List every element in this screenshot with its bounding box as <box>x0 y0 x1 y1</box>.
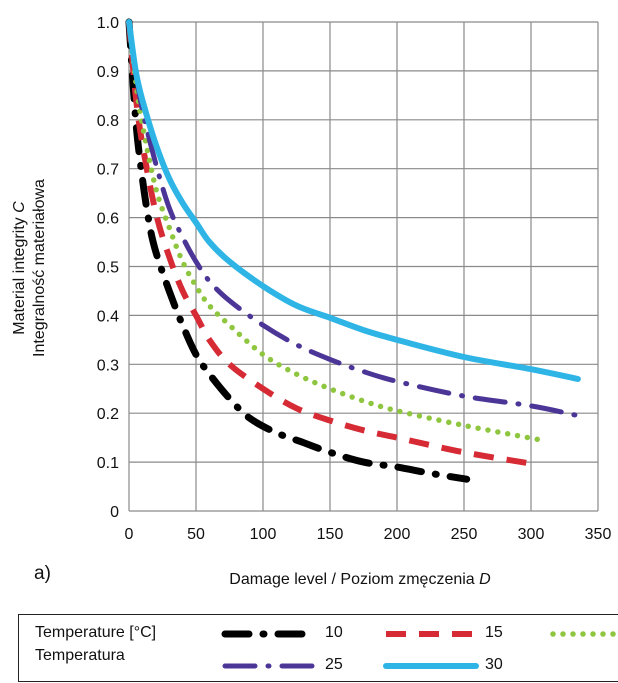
x-tick-label: 100 <box>250 526 277 543</box>
legend-title: Temperature [°C] <box>35 624 157 641</box>
legend-swatches <box>221 630 618 669</box>
x-tick-label: 50 <box>187 526 205 543</box>
series-line-10 <box>125 18 471 483</box>
x-tick-label: 250 <box>451 526 478 543</box>
y-tick-label: 1.0 <box>97 15 119 32</box>
y-tick-label: 0.2 <box>97 406 119 423</box>
series-line-25 <box>126 19 581 419</box>
x-axis-title: Damage level / Poziom zmęczenia D <box>229 571 491 588</box>
y-tick-label: 0.7 <box>97 162 119 179</box>
x-tick-label: 0 <box>125 526 134 543</box>
grid <box>128 21 599 512</box>
x-tick-label: 200 <box>384 526 411 543</box>
y-tick-label: 0.1 <box>97 455 119 472</box>
y-tick-label: 0.5 <box>97 260 119 277</box>
chart: 0 50 100 150 200 250 300 350 0 0.1 0.2 0.3 0.4 0.5 0.6… <box>11 15 612 588</box>
x-tick-label: 150 <box>317 526 344 543</box>
series-line-30 <box>126 19 581 382</box>
y-axis-title-line2: Integralność materiałowa <box>31 179 48 357</box>
legend-label-30: 30 <box>485 656 503 673</box>
series-line-15 <box>126 21 532 467</box>
legend-title-line2: Temperatura <box>35 647 125 664</box>
series-line-20 <box>126 19 545 443</box>
tick-labels: 0 50 100 150 200 250 300 350 0 0.1 0.2 0.3 0.4 0.5 0.6… <box>97 15 612 543</box>
panel-label: a) <box>34 563 51 584</box>
y-tick-label: 0.9 <box>97 64 119 81</box>
y-tick-label: 0 <box>110 504 119 521</box>
y-tick-label: 0.4 <box>97 308 119 325</box>
legend-label-15: 15 <box>485 624 503 641</box>
y-axis-title-line1: Material integrity C <box>11 201 28 335</box>
x-tick-label: 350 <box>585 526 612 543</box>
x-tick-label: 300 <box>518 526 545 543</box>
y-tick-label: 0.6 <box>97 211 119 228</box>
y-tick-label: 0.8 <box>97 113 119 130</box>
legend: Temperature [°C] Temperatura 10 15 25 30 <box>18 614 618 682</box>
plot-area <box>125 18 581 483</box>
y-tick-label: 0.3 <box>97 357 119 374</box>
legend-label-10: 10 <box>325 624 343 641</box>
legend-label-25: 25 <box>325 656 343 673</box>
